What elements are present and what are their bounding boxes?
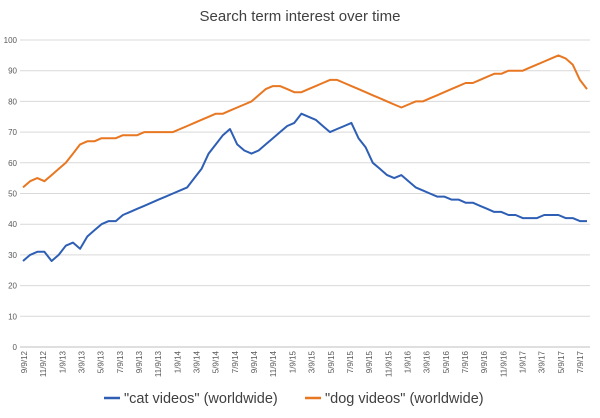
x-tick-label: 1/9/17 [518, 350, 527, 373]
x-tick-label: 7/9/16 [461, 350, 470, 373]
x-tick-label: 7/9/14 [231, 350, 240, 373]
chart-title: Search term interest over time [200, 8, 401, 25]
x-tick-label: 3/9/17 [538, 350, 547, 373]
x-tick-label: 3/9/14 [193, 350, 202, 373]
x-tick-label: 5/9/13 [97, 350, 106, 373]
x-tick-label: 1/9/13 [58, 350, 67, 373]
legend: "cat videos" (worldwide) "dog videos" (wo… [104, 391, 484, 407]
y-tick-label: 20 [8, 282, 17, 291]
x-axis-ticks: 9/9/12 11/9/12 1/9/13 3/9/13 5/9/13 7/9/13 9/9… [20, 350, 585, 377]
series-line-2 [22, 54, 588, 189]
x-tick-label: 5/9/16 [442, 350, 451, 373]
x-tick-label: 5/9/17 [557, 350, 566, 373]
x-tick-label: 3/9/13 [78, 350, 87, 373]
y-tick-label: 90 [8, 67, 17, 76]
x-tick-label: 5/9/14 [212, 350, 221, 373]
x-tick-label: 3/9/15 [308, 350, 317, 373]
x-tick-label: 1/9/15 [288, 350, 297, 373]
x-tick-label: 9/9/12 [20, 350, 29, 373]
x-tick-label: 11/9/14 [269, 350, 278, 377]
series-line-1 [22, 112, 587, 262]
y-tick-label: 80 [8, 97, 17, 106]
x-tick-label: 1/9/14 [173, 350, 182, 373]
y-tick-label: 30 [8, 251, 17, 260]
y-tick-label: 60 [8, 159, 17, 168]
x-tick-label: 9/9/14 [250, 350, 259, 373]
y-tick-label: 10 [8, 312, 17, 321]
x-tick-label: 9/9/15 [365, 350, 374, 373]
x-tick-label: 11/9/16 [499, 350, 508, 377]
x-tick-label: 5/9/15 [327, 350, 336, 373]
x-tick-label: 7/9/13 [116, 350, 125, 373]
x-tick-label: 11/9/12 [39, 350, 48, 377]
y-tick-label: 100 [4, 36, 18, 45]
x-tick-label: 7/9/17 [576, 350, 585, 373]
x-tick-label: 9/9/16 [480, 350, 489, 373]
series-lines [22, 54, 588, 262]
y-tick-label: 40 [8, 220, 17, 229]
x-tick-label: 1/9/16 [403, 350, 412, 373]
x-tick-label: 9/9/13 [135, 350, 144, 373]
x-tick-label: 11/9/15 [384, 350, 393, 377]
gridlines [20, 39, 590, 317]
x-tick-label: 11/9/13 [154, 350, 163, 377]
x-tick-label: 3/9/16 [423, 350, 432, 373]
y-axis-ticks: 0 10 20 30 40 50 60 70 80 90 100 [4, 36, 18, 352]
y-tick-label: 50 [8, 190, 17, 199]
legend-label: "cat videos" (worldwide) [124, 391, 278, 407]
y-tick-label: 70 [8, 128, 17, 137]
legend-label: "dog videos" (worldwide) [325, 391, 484, 407]
x-tick-label: 7/9/15 [346, 350, 355, 373]
y-tick-label: 0 [13, 343, 18, 352]
